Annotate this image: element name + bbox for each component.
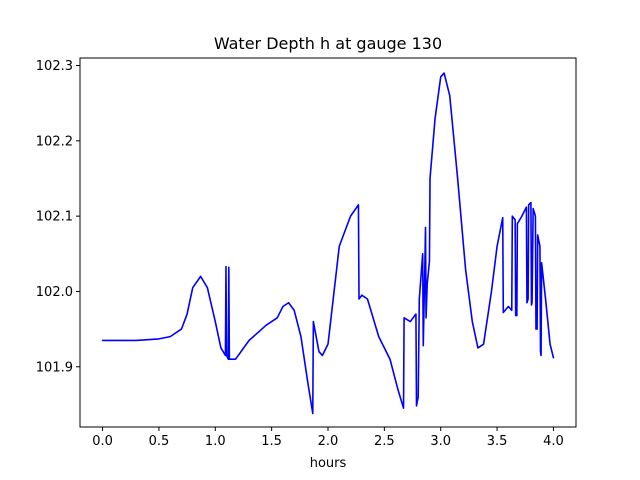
y-tick-label: 102.2 [36,134,73,149]
x-tick-label: 2.5 [374,434,395,449]
chart-title: Water Depth h at gauge 130 [214,34,442,53]
y-tick-label: 102.0 [36,285,73,300]
x-tick-label: 1.0 [205,434,226,449]
y-tick-label: 102.3 [36,59,73,74]
x-tick-label: 1.5 [261,434,282,449]
x-tick-label: 4.0 [543,434,564,449]
x-tick-label: 2.0 [318,434,339,449]
series-line-0 [101,72,555,415]
y-tick-label: 102.1 [36,210,73,225]
x-axis-label: hours [310,456,347,471]
plot-frame [79,57,577,428]
x-tick-label: 0.0 [92,434,113,449]
axes: 0.0 0.5 1.0 1.5 2.0 2.5 3.0 3.5 4.0 101.9 102.0 102… [36,57,577,449]
x-tick-label: 0.5 [149,434,170,449]
x-tick-label: 3.5 [487,434,508,449]
plot-area [101,72,555,415]
x-tick-label: 3.0 [430,434,451,449]
y-tick-label: 101.9 [36,360,73,375]
